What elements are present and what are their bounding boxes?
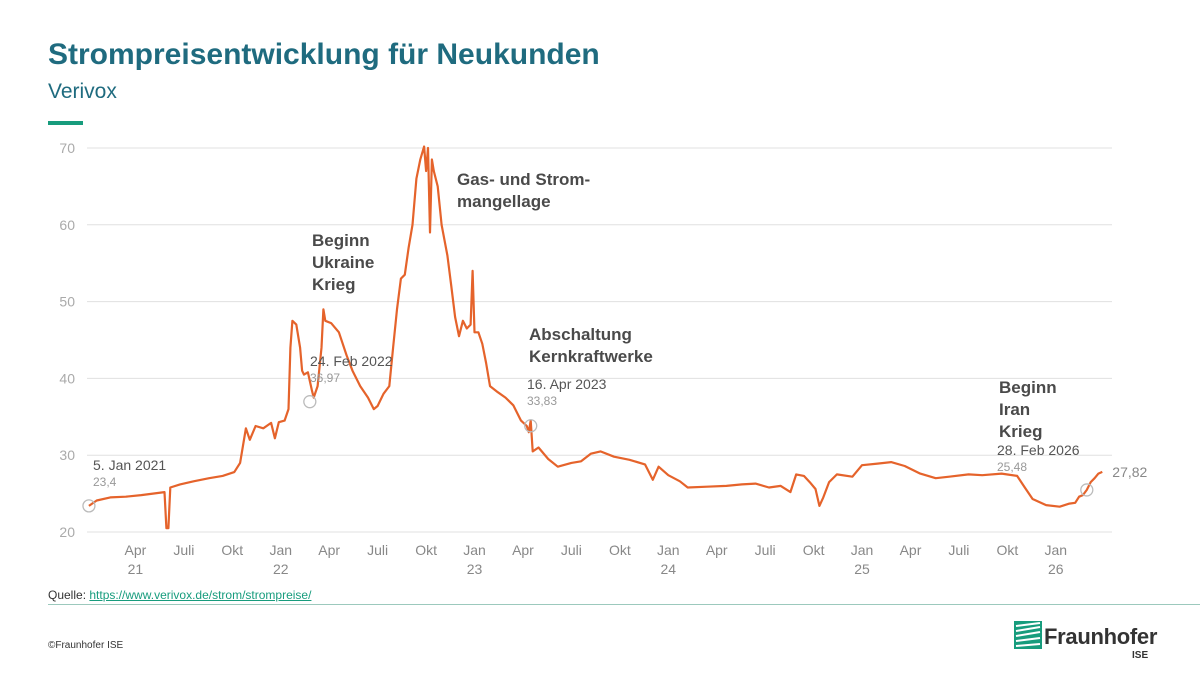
fraunhofer-logo-icon: [1014, 621, 1042, 649]
annotation-value: 36,97: [310, 371, 340, 385]
y-tick-label: 40: [59, 370, 75, 386]
x-tick-year: 23: [467, 561, 483, 577]
annotation-title: Krieg: [999, 422, 1042, 441]
annotation-marker: [82, 499, 96, 513]
x-tick-label: Jan: [851, 542, 874, 558]
series-line: [88, 145, 1103, 530]
logo-name: Fraunhofer: [1044, 624, 1158, 649]
chart-subtitle: Verivox: [48, 80, 117, 103]
x-tick-label: Apr: [125, 542, 147, 558]
annotation-marker: [1080, 483, 1094, 497]
x-tick-label: Okt: [803, 542, 825, 558]
x-tick-year: 22: [273, 561, 289, 577]
x-tick-label: Juli: [948, 542, 969, 558]
annotation-title: Iran: [999, 400, 1030, 419]
x-tick-label: Jan: [269, 542, 292, 558]
x-tick-label: Apr: [512, 542, 534, 558]
x-tick-year: 24: [660, 561, 676, 577]
accent-bar: [48, 121, 83, 125]
x-tick-label: Juli: [755, 542, 776, 558]
x-tick-label: Apr: [318, 542, 340, 558]
annotation-title: Ukraine: [312, 253, 374, 272]
annotation-value: 23,4: [93, 475, 117, 489]
end-value-label: 27,82: [1112, 464, 1147, 480]
annotation-title: Gas- und Strom-: [457, 170, 590, 189]
annotation-value: 33,83: [527, 394, 557, 408]
source-note: Quelle: https://www.verivox.de/strom/str…: [48, 588, 311, 602]
x-tick-label: Jan: [657, 542, 680, 558]
annotation-date: 5. Jan 2021: [93, 457, 166, 473]
chart-title: Strompreisentwicklung für Neukunden: [48, 38, 600, 71]
x-tick-label: Okt: [221, 542, 243, 558]
annotation-title: mangellage: [457, 192, 551, 211]
x-tick-label: Jan: [1045, 542, 1068, 558]
annotation-marker: [524, 419, 538, 433]
logo-sub: ISE: [1132, 650, 1149, 661]
x-tick-label: Apr: [706, 542, 728, 558]
x-tick-label: Okt: [415, 542, 437, 558]
annotation-title: Krieg: [312, 275, 355, 294]
copyright-text: ©Fraunhofer ISE: [48, 640, 124, 651]
x-tick-label: Jan: [463, 542, 486, 558]
y-tick-label: 70: [59, 140, 75, 156]
source-link[interactable]: https://www.verivox.de/strom/strompreise…: [89, 588, 312, 602]
x-tick-label: Juli: [367, 542, 388, 558]
annotation-title: Beginn: [999, 378, 1057, 397]
annotation-date: 16. Apr 2023: [527, 376, 607, 392]
annotation-date: 28. Feb 2026: [997, 442, 1080, 458]
footer-divider: [48, 604, 1200, 605]
x-tick-label: Okt: [996, 542, 1018, 558]
annotation-title: Kernkraftwerke: [529, 347, 653, 366]
x-tick-label: Apr: [900, 542, 922, 558]
annotation-title: Beginn: [312, 231, 370, 250]
x-tick-year: 21: [128, 561, 144, 577]
y-tick-label: 20: [59, 524, 75, 540]
y-tick-label: 30: [59, 447, 75, 463]
y-tick-label: 50: [59, 294, 75, 310]
x-tick-year: 25: [854, 561, 870, 577]
x-tick-year: 26: [1048, 561, 1064, 577]
annotation-title: Abschaltung: [529, 325, 632, 344]
y-tick-label: 60: [59, 217, 75, 233]
annotation-marker: [303, 395, 317, 409]
annotation-value: 25,48: [997, 460, 1027, 474]
x-tick-label: Juli: [173, 542, 194, 558]
annotation-date: 24. Feb 2022: [310, 353, 393, 369]
line-chart: 20 30 40 50 60 70 Apr 21 Juli Okt Jan 22 Apr Juli Okt J…: [59, 140, 1147, 577]
x-tick-label: Okt: [609, 542, 631, 558]
source-label: Quelle:: [48, 588, 87, 602]
x-tick-label: Juli: [561, 542, 582, 558]
